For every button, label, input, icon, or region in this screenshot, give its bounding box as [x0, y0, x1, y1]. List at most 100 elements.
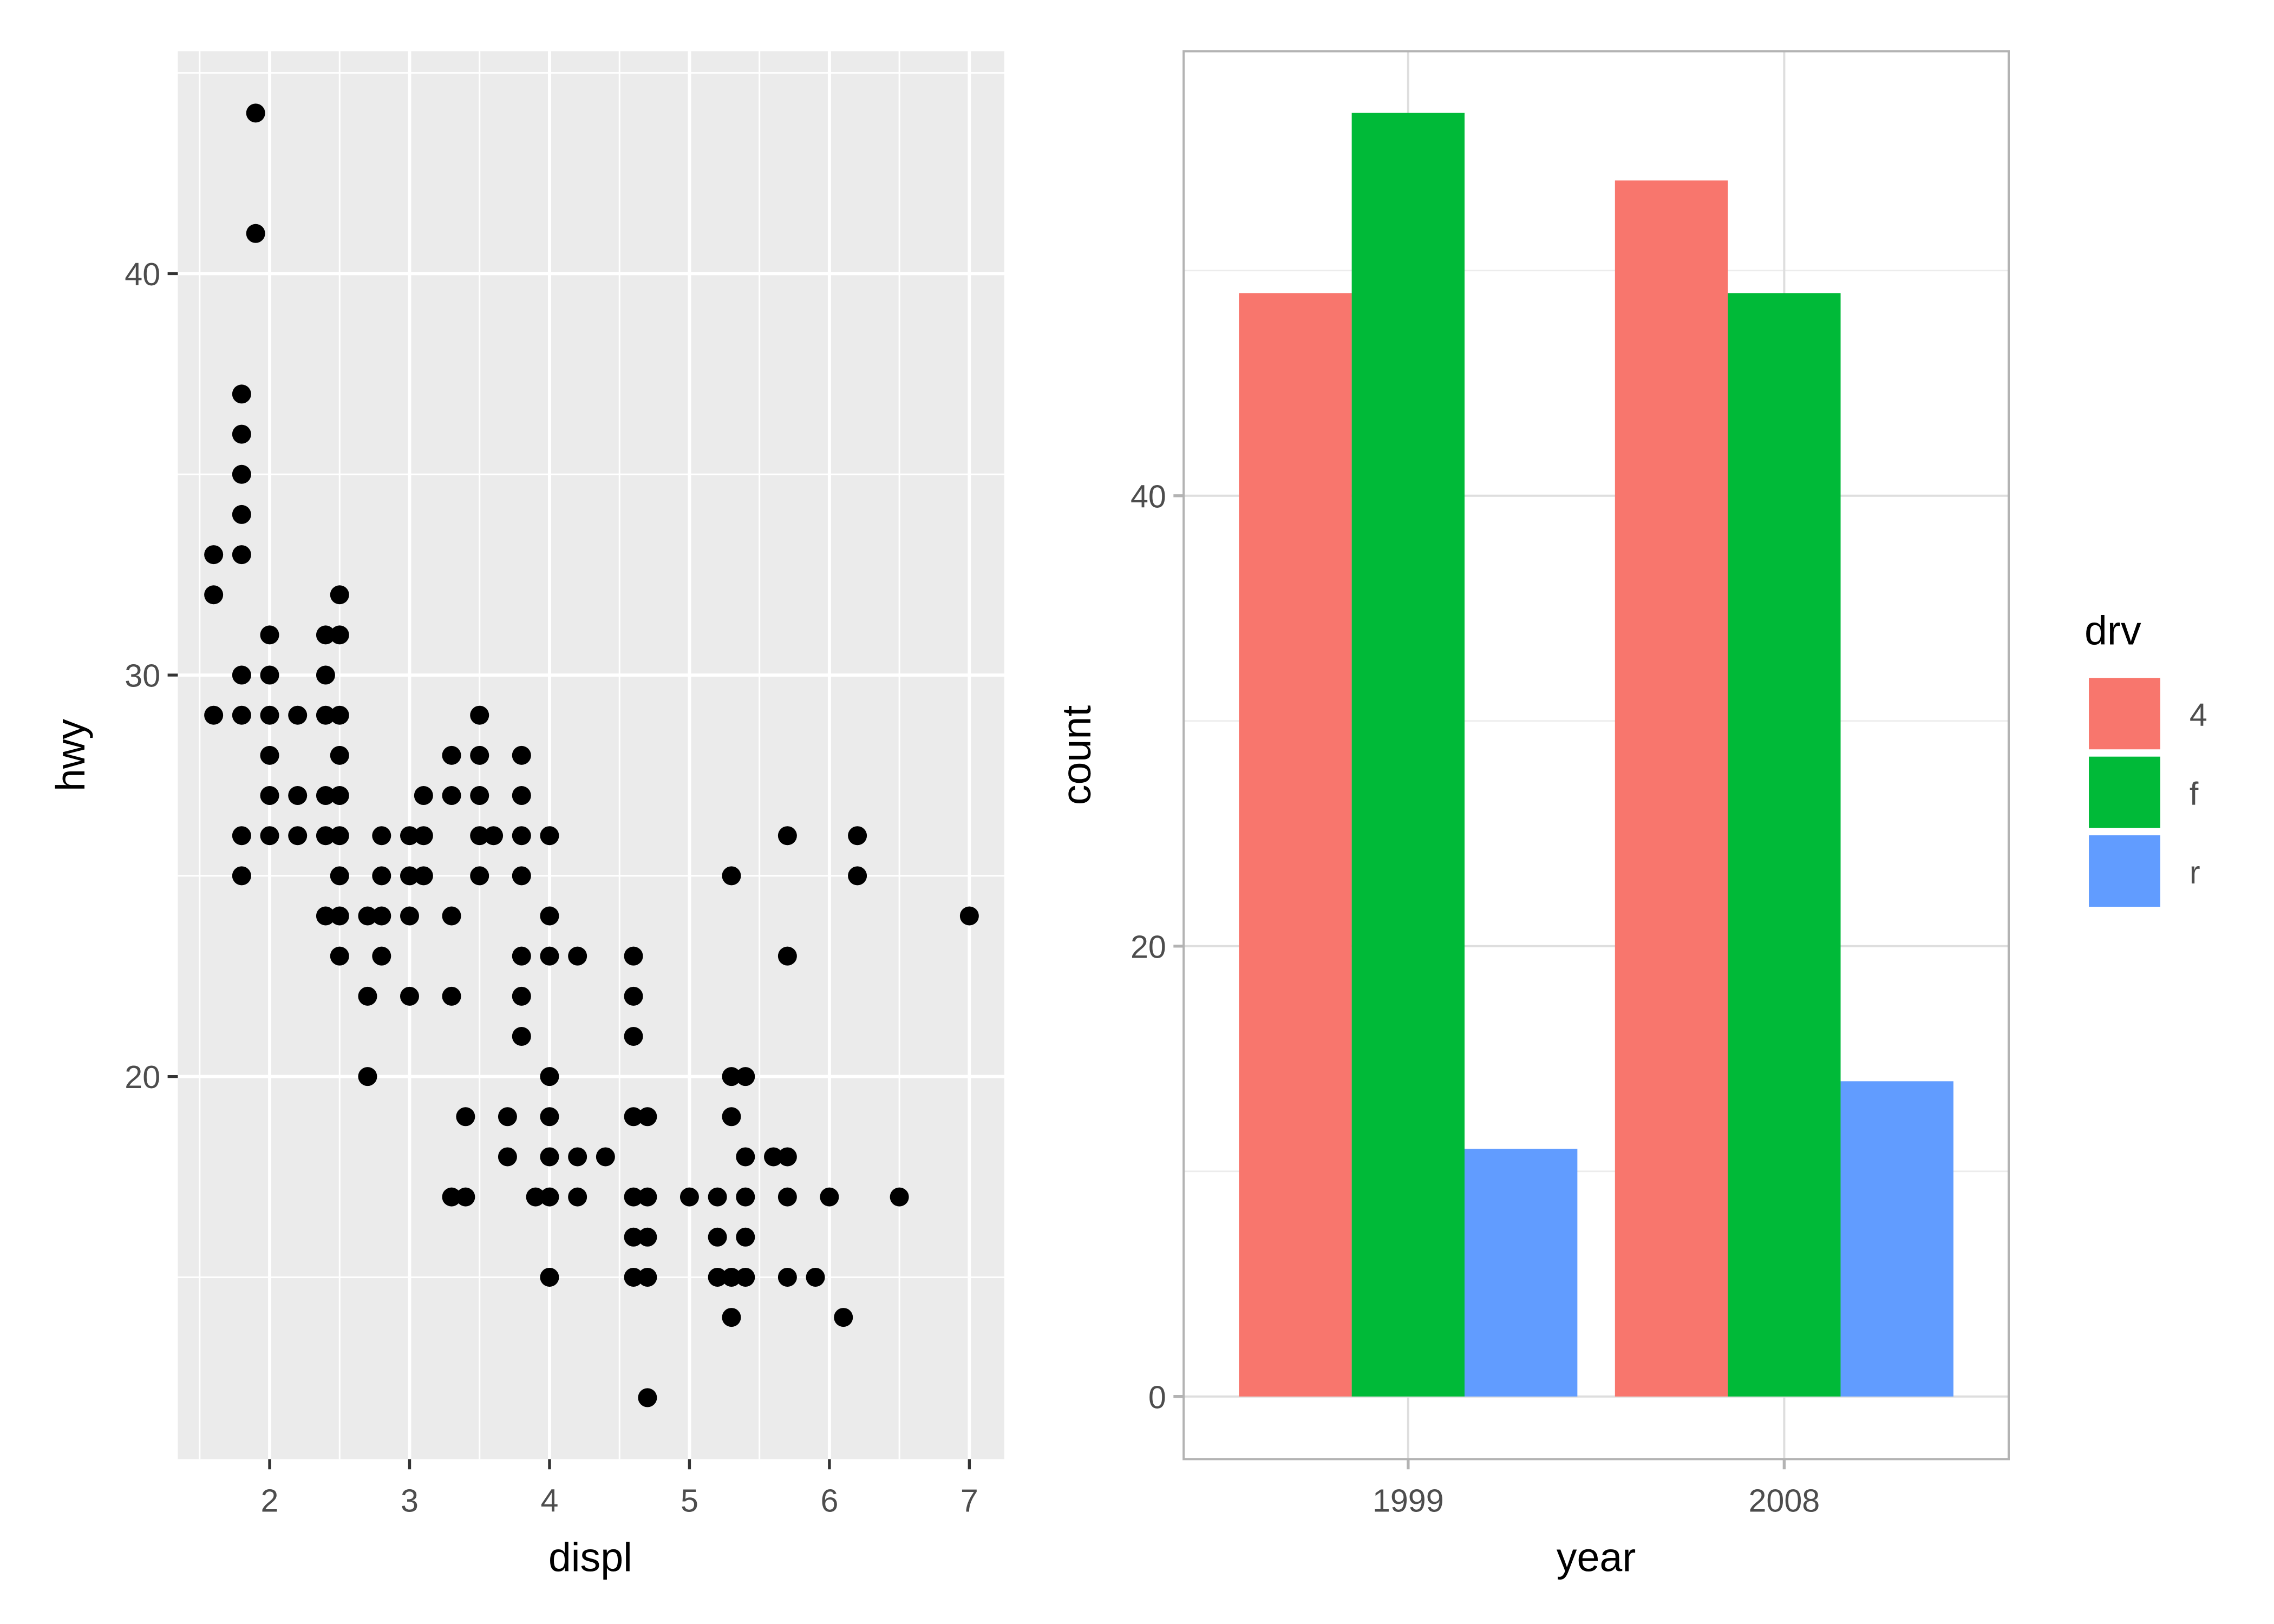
data-point: [638, 1267, 657, 1287]
data-point: [568, 946, 587, 966]
data-point: [540, 906, 559, 926]
data-point: [777, 1267, 797, 1287]
data-point: [722, 1267, 741, 1287]
bar-4-2008: [1615, 180, 1728, 1397]
data-point: [512, 786, 531, 806]
data-point: [400, 866, 419, 886]
data-point: [400, 986, 419, 1006]
data-point: [470, 786, 489, 806]
data-point: [260, 705, 279, 725]
data-point: [596, 1147, 615, 1167]
data-point: [722, 1308, 741, 1327]
legend-key-f: [2089, 756, 2160, 828]
data-point: [638, 1187, 657, 1207]
data-point: [330, 786, 349, 806]
data-point: [316, 826, 335, 846]
x-tick-label: 3: [401, 1482, 419, 1518]
data-point: [330, 866, 349, 886]
y-tick-label: 0: [1148, 1379, 1166, 1415]
data-point: [722, 866, 741, 886]
data-point: [568, 1187, 587, 1207]
legend: 4 f r: [2089, 678, 2207, 907]
data-point: [316, 625, 335, 645]
bar-4-1999: [1239, 293, 1352, 1397]
y-tick-label: 40: [125, 256, 160, 292]
data-point: [330, 585, 349, 605]
x-tick-label: 5: [681, 1482, 698, 1518]
data-point: [232, 826, 251, 846]
x-tick-label: 1999: [1373, 1482, 1444, 1518]
data-point: [777, 826, 797, 846]
data-point: [498, 1147, 517, 1167]
data-point: [204, 705, 224, 725]
data-point: [260, 665, 279, 685]
data-point: [764, 1147, 783, 1167]
data-point: [372, 946, 391, 966]
data-point: [232, 424, 251, 444]
data-point: [820, 1187, 839, 1207]
data-point: [400, 826, 419, 846]
data-point: [624, 1026, 643, 1046]
data-point: [540, 826, 559, 846]
data-point: [316, 705, 335, 725]
data-point: [624, 1107, 643, 1127]
data-point: [442, 1187, 461, 1207]
data-point: [540, 1067, 559, 1086]
data-point: [288, 705, 308, 725]
data-point: [540, 1187, 559, 1207]
data-point: [777, 1147, 797, 1167]
scatter-panel: 2 3 4 5 6 7 20 30 40: [125, 51, 1005, 1518]
data-point: [806, 1267, 825, 1287]
data-point: [288, 826, 308, 846]
data-point: [358, 986, 377, 1006]
data-point: [638, 1107, 657, 1127]
data-point: [316, 786, 335, 806]
data-point: [624, 1267, 643, 1287]
data-point: [512, 745, 531, 765]
data-point: [470, 866, 489, 886]
data-point: [288, 786, 308, 806]
data-point: [456, 1187, 475, 1207]
data-point: [330, 826, 349, 846]
x-tick-label: 7: [960, 1482, 978, 1518]
data-point: [708, 1227, 727, 1247]
data-point: [260, 786, 279, 806]
data-point: [470, 705, 489, 725]
x-tick-label: 4: [540, 1482, 558, 1518]
data-point: [568, 1147, 587, 1167]
data-point: [540, 946, 559, 966]
data-point: [777, 1187, 797, 1207]
x-tick-label: 2008: [1748, 1482, 1820, 1518]
data-point: [330, 946, 349, 966]
bar-f-2008: [1728, 293, 1841, 1397]
data-point: [372, 866, 391, 886]
data-point: [470, 745, 489, 765]
data-point: [624, 1227, 643, 1247]
y-tick-label: 20: [125, 1059, 160, 1095]
legend-label: 4: [2190, 697, 2207, 733]
data-point: [260, 625, 279, 645]
data-point: [679, 1187, 699, 1207]
data-point: [316, 665, 335, 685]
data-point: [260, 745, 279, 765]
data-point: [848, 866, 867, 886]
data-point: [512, 1026, 531, 1046]
data-point: [204, 585, 224, 605]
data-point: [330, 745, 349, 765]
panel-border: [1182, 50, 2010, 1461]
data-point: [442, 786, 461, 806]
data-point: [638, 1227, 657, 1247]
legend-label: f: [2190, 776, 2199, 812]
data-point: [246, 103, 265, 123]
data-point: [414, 866, 433, 886]
x-tick-label: 6: [820, 1482, 838, 1518]
data-point: [232, 545, 251, 565]
data-point: [736, 1147, 755, 1167]
data-point: [316, 906, 335, 926]
data-point: [246, 224, 265, 243]
data-point: [834, 1308, 853, 1327]
data-point: [512, 866, 531, 886]
bar-r-2008: [1840, 1081, 1953, 1397]
legend-title: drv: [2084, 607, 2141, 653]
scatter-x-label: displ: [548, 1535, 632, 1580]
